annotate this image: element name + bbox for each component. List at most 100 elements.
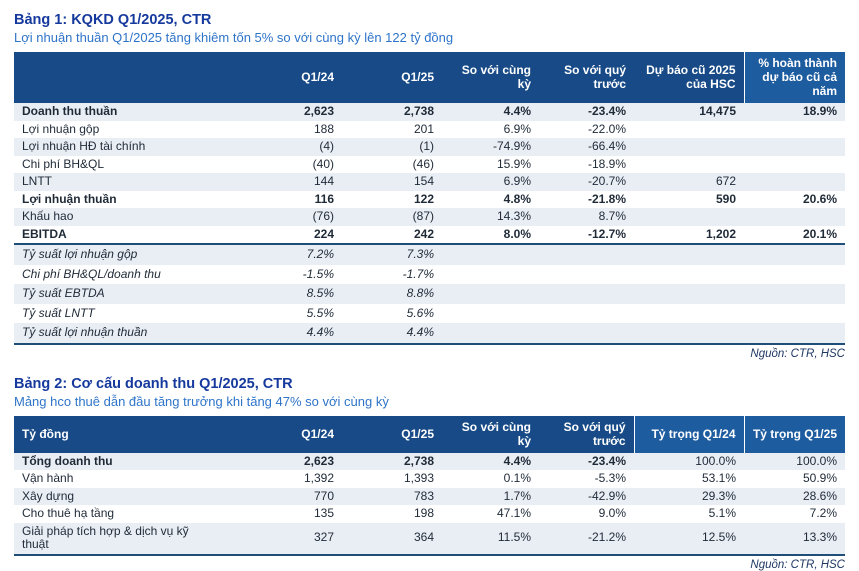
cell: 28.6% [802,488,837,503]
table-row: Lợi nhuận thuần 116 122 4.8% -21.8% 590 20.6% [14,191,845,209]
cell: 4.8% [503,191,531,206]
cell [634,323,744,344]
cell: 7.3% [406,247,434,261]
cell: 50.9% [802,471,837,485]
cell: -1.5% [302,266,334,281]
table-row: LNTT 144 154 6.9% -20.7% 672 [14,173,845,191]
cell [744,121,845,139]
row-label: LNTT [22,174,52,188]
row-label: Tỷ suất LNTT [22,305,95,320]
cell: -23.4% [587,453,626,468]
cell [634,208,744,226]
column-header: Q1/25 [342,52,442,103]
cell [442,244,539,265]
column-header: Tỷ đồng [14,415,254,453]
header-row: Q1/24 Q1/25 So với cùng kỳ So với quý trước… [14,52,845,103]
cell: 5.1% [708,506,736,520]
cell [539,284,634,304]
cell: 2,738 [403,453,434,468]
cell: 4.4% [503,104,531,118]
cell: (4) [319,139,334,153]
cell: 364 [413,530,434,545]
cell: 8.5% [306,286,334,300]
row-label: Chi phí BH&QL/doanh thu [22,266,161,281]
row-label: Tỷ suất EBTDA [22,286,105,300]
column-header: So với cùng kỳ [442,415,539,453]
cell [539,304,634,324]
cell: 15.9% [496,156,531,171]
cell: 12.5% [701,530,736,545]
table-row: Tỷ suất LNTT 5.5% 5.6% [14,304,845,324]
cell: 8.7% [598,209,626,223]
cell: 144 [313,174,334,188]
table-row: Tỷ suất lợi nhuận gộp 7.2% 7.3% [14,244,845,265]
cell [744,323,845,344]
cell: 1.7% [503,488,531,503]
cell: 47.1% [496,506,531,520]
cell [539,265,634,285]
row-label: Khấu hao [22,209,74,223]
row-label: Giải pháp tích hợp & dịch vụ kỹ thuật [22,523,189,551]
table-row: Lợi nhuận HĐ tài chính (4) (1) -74.9% -66.4% [14,138,845,156]
cell: 7.2% [306,247,334,261]
row-label: Xây dựng [22,488,75,503]
cell: 14,475 [699,104,736,118]
table-row: Lợi nhuận gộp 188 201 6.9% -22.0% [14,121,845,139]
cell [634,284,744,304]
cell [744,138,845,156]
cell: 783 [413,488,434,503]
column-header: Q1/25 [342,415,442,453]
table-row: Chi phí BH&QL (40) (46) 15.9% -18.9% [14,156,845,174]
cell: 29.3% [701,488,736,503]
header-row: Tỷ đồng Q1/24 Q1/25 So với cùng kỳ So với qu… [14,415,845,453]
row-label: EBITDA [22,226,67,241]
cell: -22.0% [587,121,626,136]
cell: 122 [413,191,434,206]
cell: 14.3% [496,209,531,223]
cell: 5.5% [306,305,334,320]
cell: 8.8% [406,286,434,300]
cell [634,121,744,139]
row-label: Tỷ suất lợi nhuận gộp [22,247,138,261]
table-row: Tỷ suất EBTDA 8.5% 8.8% [14,284,845,304]
table-row: Xây dựng 770 783 1.7% -42.9% 29.3% 28.6% [14,487,845,505]
cell: 135 [313,506,334,520]
cell [634,265,744,285]
cell: 1,393 [403,471,434,485]
cell [442,265,539,285]
column-header: Tỷ trọng Q1/24 [633,415,744,453]
cell [442,284,539,304]
column-header: Dự báo cũ 2025 của HSC [634,52,744,103]
cell: 0.1% [503,471,531,485]
column-header: % hoàn thành dự báo cũ cả năm [743,52,845,103]
cell: 770 [313,488,334,503]
cell [744,173,845,191]
cell: 4.4% [503,453,531,468]
table2-subtitle: Mảng hco thuê dẫn đầu tăng trưởng khi tă… [14,393,389,409]
cell: 8.0% [503,226,531,241]
cell: 53.1% [701,471,736,485]
cell [442,304,539,324]
column-header: Q1/24 [254,415,342,453]
cell: 116 [314,191,334,206]
cell [744,284,845,304]
cell: -18.9% [587,156,626,171]
kqkd-table: Q1/24 Q1/25 So với cùng kỳ So với quý trước… [14,52,845,345]
row-label: Doanh thu thuần [22,104,118,118]
cell: 672 [715,174,736,188]
cell: 2,738 [403,104,434,118]
cell: 224 [313,226,334,241]
table1-source: Nguồn: CTR, HSC [750,347,845,360]
cell: -21.8% [587,191,626,206]
table-row: Giải pháp tích hợp & dịch vụ kỹ thuật 327… [14,522,845,555]
cell: 13.3% [802,530,837,545]
cell: -74.9% [492,139,531,153]
cell [634,156,744,174]
cell: 4.4% [406,325,434,339]
cell: 100.0% [796,453,837,468]
row-label: Cho thuê hạ tầng [22,506,115,520]
cell: (1) [419,139,434,153]
cell: 18.9% [802,104,837,118]
cell: -5.3% [594,471,626,485]
row-label: Chi phí BH&QL [22,156,105,171]
